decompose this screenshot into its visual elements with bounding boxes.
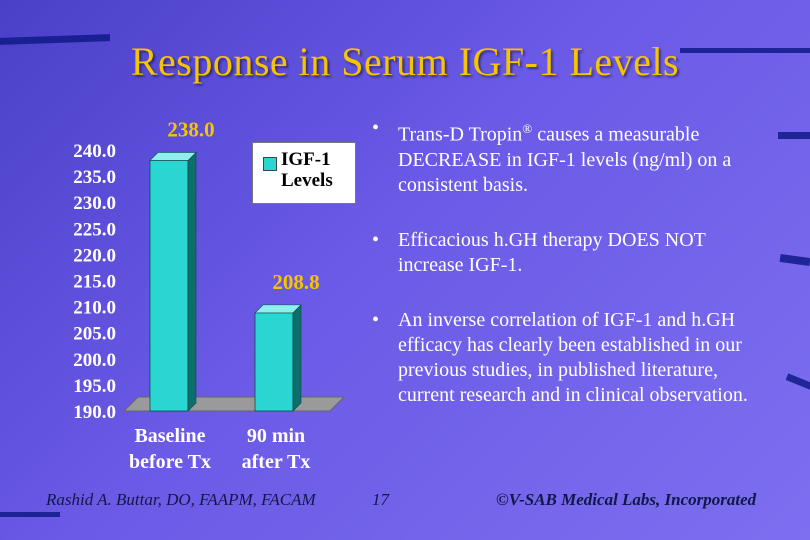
x-tick-label: 90 min	[247, 425, 305, 447]
legend-line: IGF-1	[281, 149, 331, 170]
slide-title: Response in Serum IGF-1 Levels	[130, 39, 680, 84]
y-tick-label: 235.0	[73, 167, 116, 188]
bar-side	[292, 304, 302, 412]
bullet-item: • An inverse correlation of IGF-1 and h.…	[368, 308, 768, 408]
y-tick-label: 210.0	[73, 298, 116, 319]
bar	[254, 312, 294, 412]
bullet-text: An inverse correlation of IGF-1 and h.GH…	[398, 308, 748, 406]
legend-swatch	[263, 157, 277, 171]
y-tick-label: 190.0	[73, 402, 116, 423]
bar-side	[187, 151, 197, 412]
footer-copyright: ©V-SAB Medical Labs, Incorporated	[496, 490, 757, 509]
decorative-stroke	[0, 512, 60, 517]
y-tick-label: 220.0	[73, 245, 116, 266]
registered-mark: ®	[522, 121, 533, 136]
bar-chart: 240.0 235.0 230.0 225.0 220.0 215.0 210.0 205.0…	[0, 108, 365, 480]
bullet-item: • Trans-D Tropin® causes a measurable DE…	[368, 116, 768, 198]
y-tick-label: 225.0	[73, 219, 116, 240]
bullet-text: Efficacious h.GH therapy DOES NOT increa…	[398, 228, 706, 276]
chart-svg: 240.0 235.0 230.0 225.0 220.0 215.0 210.0 205.0…	[73, 117, 346, 473]
y-tick-label: 195.0	[73, 376, 116, 397]
bullet-item: • Efficacious h.GH therapy DOES NOT incr…	[368, 228, 768, 278]
decorative-stroke	[680, 48, 810, 53]
decorative-stroke	[779, 253, 810, 267]
bullet-marker: •	[372, 308, 380, 331]
page-number: 17	[372, 490, 389, 509]
bar	[149, 160, 189, 412]
bullet-marker: •	[372, 228, 380, 251]
data-label: 238.0	[167, 117, 214, 141]
bullet-text: causes a measurable DECREASE in IGF-1 le…	[398, 123, 732, 196]
legend-line: Levels	[281, 170, 333, 191]
bullet-list: • Trans-D Tropin® causes a measurable DE…	[368, 116, 768, 438]
bullet-marker: •	[372, 117, 380, 139]
decorative-stroke	[778, 132, 810, 139]
bullet-text: Trans-D Tropin	[398, 123, 523, 146]
y-tick-label: 240.0	[73, 141, 116, 162]
footer-author: Rashid A. Buttar, DO, FAAPM, FACAM	[46, 490, 316, 509]
bar-top	[254, 304, 302, 314]
y-tick-label: 200.0	[73, 350, 116, 371]
x-tick-label: Baseline	[134, 425, 205, 447]
bar-top	[149, 152, 197, 161]
x-tick-label: after Tx	[242, 451, 311, 473]
y-tick-label: 215.0	[73, 272, 116, 293]
data-label: 208.8	[272, 270, 319, 294]
x-tick-label: before Tx	[129, 451, 211, 473]
decorative-stroke	[785, 373, 810, 390]
chart-legend: IGF-1 Levels	[252, 142, 356, 204]
y-tick-label: 205.0	[73, 324, 116, 345]
legend-label: IGF-1 Levels	[281, 149, 355, 191]
y-tick-label: 230.0	[73, 193, 116, 214]
